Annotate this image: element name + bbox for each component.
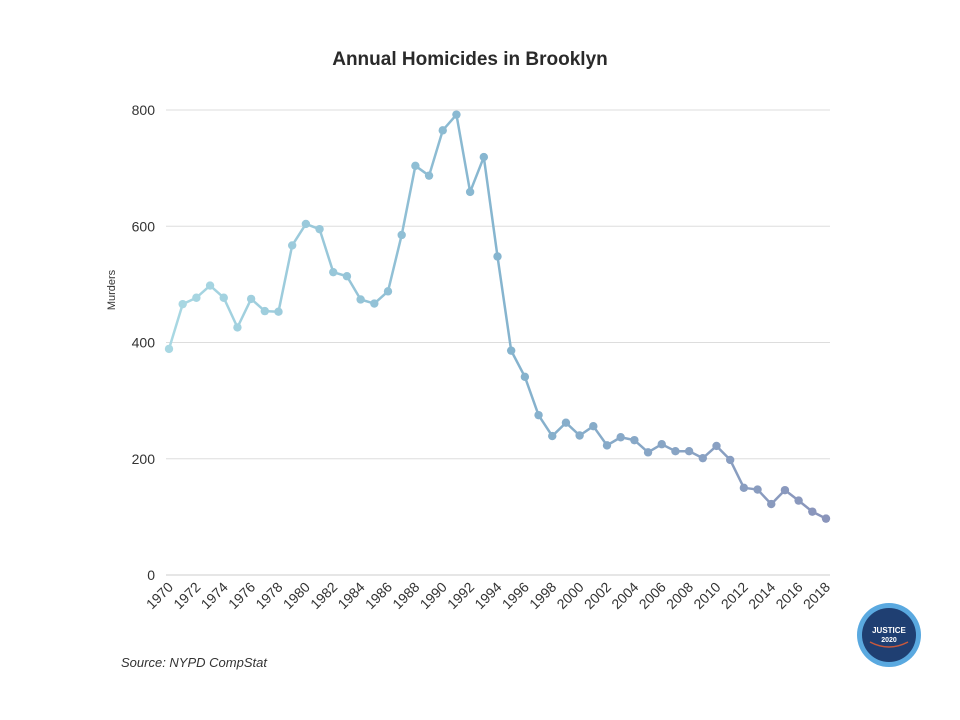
data-point-2006 <box>657 440 666 449</box>
data-point-1990 <box>438 126 447 135</box>
data-point-2000 <box>575 431 584 440</box>
x-tick-label: 2014 <box>745 579 778 612</box>
data-point-1997 <box>534 410 543 420</box>
data-point-1976 <box>246 294 256 304</box>
x-axis-ticks: 1970197219741976197819801982198419861988… <box>143 579 833 612</box>
data-point-1970 <box>164 344 174 354</box>
data-point-1980 <box>301 219 311 229</box>
data-point-1987 <box>397 230 406 240</box>
svg-text:2020: 2020 <box>881 637 897 644</box>
source-note: Source: NYPD CompStat <box>121 655 267 670</box>
x-tick-label: 1976 <box>225 579 258 612</box>
x-tick-label: 2000 <box>553 579 586 612</box>
data-point-1979 <box>287 241 297 250</box>
data-point-1991 <box>452 110 461 119</box>
x-tick-label: 1986 <box>362 579 395 612</box>
y-tick-label: 200 <box>132 451 156 467</box>
data-point-2008 <box>684 446 694 456</box>
data-point-1971 <box>178 299 187 309</box>
svg-text:JUSTICE: JUSTICE <box>872 626 906 635</box>
x-tick-label: 1996 <box>499 579 532 612</box>
data-point-2013 <box>753 485 762 494</box>
x-tick-label: 2018 <box>800 579 833 612</box>
data-point-1972 <box>192 293 201 302</box>
data-point-2005 <box>643 448 653 457</box>
data-point-1986 <box>383 287 393 296</box>
data-point-1992 <box>465 187 475 197</box>
y-tick-label: 800 <box>132 102 156 118</box>
data-point-1996 <box>520 372 530 381</box>
data-point-1977 <box>260 306 270 316</box>
data-point-1994 <box>493 252 502 261</box>
y-tick-label: 400 <box>132 335 156 351</box>
data-point-1983 <box>342 272 352 281</box>
x-tick-label: 2010 <box>690 579 723 612</box>
data-point-2003 <box>616 433 625 442</box>
data-point-1988 <box>411 161 420 170</box>
data-point-2001 <box>589 422 598 431</box>
data-point-1999 <box>561 418 571 427</box>
data-point-2009 <box>698 453 708 463</box>
x-tick-label: 1992 <box>444 579 477 612</box>
data-points <box>164 110 831 523</box>
x-tick-label: 2002 <box>581 579 614 612</box>
data-point-1978 <box>274 307 283 316</box>
data-point-2012 <box>739 483 749 493</box>
gridlines <box>166 109 830 576</box>
data-point-2017 <box>808 507 817 516</box>
x-tick-label: 2006 <box>636 579 669 612</box>
x-tick-label: 1998 <box>526 579 559 612</box>
data-point-1974 <box>219 293 228 302</box>
x-tick-label: 1980 <box>280 579 313 612</box>
x-tick-label: 2008 <box>663 579 696 612</box>
data-point-1998 <box>548 431 557 441</box>
data-point-1995 <box>506 346 516 355</box>
data-point-2016 <box>794 496 803 505</box>
data-point-1993 <box>479 152 489 162</box>
data-point-2002 <box>602 441 612 450</box>
y-axis-ticks: 0 200 400 600 800 <box>132 102 156 583</box>
data-point-1973 <box>205 281 215 290</box>
data-point-2014 <box>767 499 776 509</box>
x-tick-label: 1990 <box>417 579 450 612</box>
brooklyn-da-justice-2020-logo: JUSTICE 2020 <box>857 603 921 667</box>
data-point-1975 <box>233 323 242 332</box>
x-tick-label: 1982 <box>307 579 340 612</box>
data-point-1982 <box>329 267 338 277</box>
data-point-1989 <box>424 171 434 180</box>
data-point-1985 <box>370 299 379 308</box>
x-tick-label: 1994 <box>471 579 504 612</box>
data-point-2010 <box>712 441 721 451</box>
data-point-1981 <box>315 224 324 234</box>
x-tick-label: 2012 <box>718 579 751 612</box>
chart-title: Annual Homicides in Brooklyn <box>332 49 608 70</box>
y-axis-label: Murders <box>106 269 118 310</box>
data-point-2011 <box>725 455 735 465</box>
data-point-1984 <box>356 295 365 304</box>
x-tick-label: 1974 <box>198 579 231 612</box>
x-tick-label: 1972 <box>170 579 203 612</box>
data-point-2007 <box>671 446 680 456</box>
data-point-2018 <box>821 514 831 523</box>
x-tick-label: 1984 <box>334 579 367 612</box>
y-tick-label: 0 <box>147 567 155 583</box>
x-tick-label: 2004 <box>608 579 641 612</box>
x-tick-label: 1970 <box>143 579 176 612</box>
x-tick-label: 1988 <box>389 579 422 612</box>
x-tick-label: 2016 <box>772 579 805 612</box>
data-point-2004 <box>630 435 639 445</box>
y-tick-label: 600 <box>132 218 156 234</box>
x-tick-label: 1978 <box>252 579 285 612</box>
data-point-2015 <box>780 485 790 495</box>
